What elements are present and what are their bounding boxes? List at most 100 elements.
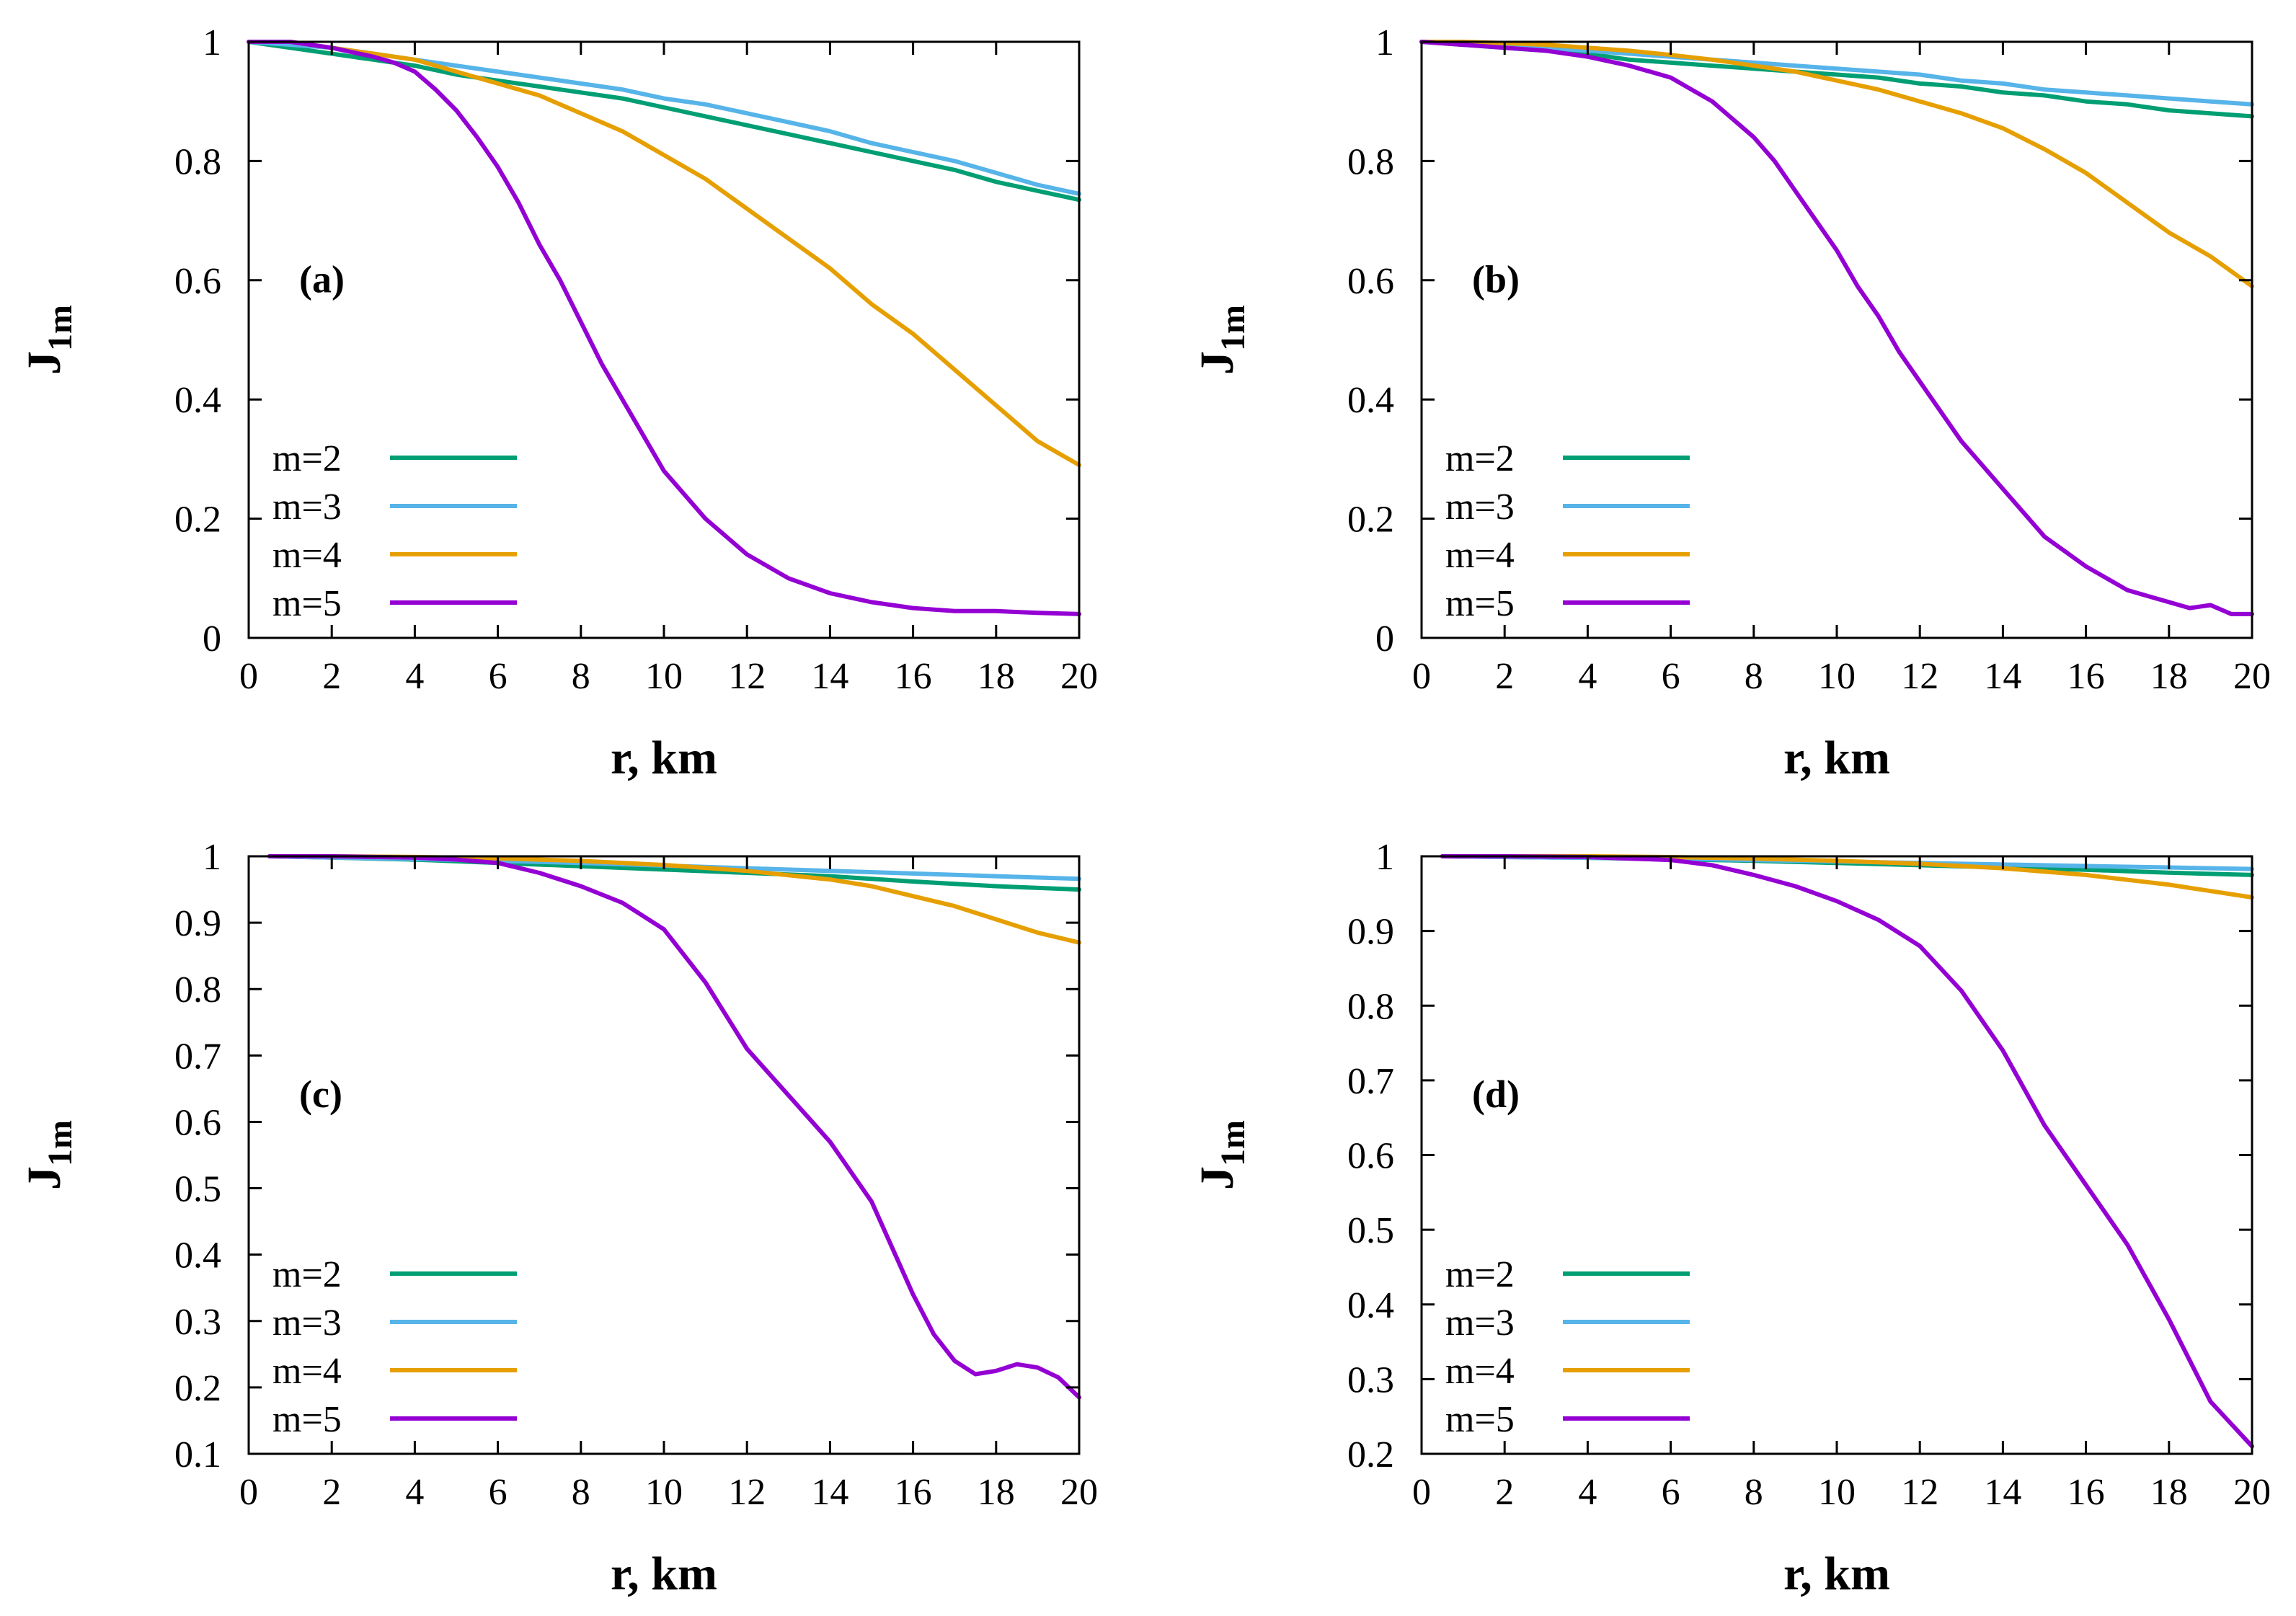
y-tick-label: 0.7 xyxy=(1347,1061,1394,1102)
x-axis-label: r, km xyxy=(1783,1548,1890,1600)
y-axis-label: J1m xyxy=(1191,1120,1252,1190)
series-line-m4 xyxy=(1419,40,2254,289)
legend-label-m5: m=5 xyxy=(272,583,342,624)
y-axis-label: J1m xyxy=(18,305,79,375)
y-tick-label: 0.5 xyxy=(174,1169,221,1210)
x-tick-label: 18 xyxy=(978,1472,1015,1513)
y-tick-label: 0.7 xyxy=(174,1036,221,1077)
chart-panel-1: 0 2 4 6 8 10 12 14 16 18 20 0 0.2 0.4 0.6 0.8 1 r, km J1m (… xyxy=(18,22,1098,784)
x-axis-label: r, km xyxy=(611,732,717,784)
x-tick-label: 2 xyxy=(1495,1472,1514,1513)
y-tick-label: 0.8 xyxy=(174,141,221,182)
x-tick-label: 0 xyxy=(239,1472,258,1513)
plot-frame xyxy=(1420,855,2253,1455)
x-tick-label: 20 xyxy=(2233,1472,2271,1513)
x-tick-label: 12 xyxy=(1901,1472,1938,1513)
y-tick-label: 0.1 xyxy=(174,1434,221,1475)
legend-label-m4: m=4 xyxy=(272,535,342,576)
y-tick-label: 0.5 xyxy=(1347,1210,1394,1251)
x-tick-label: 4 xyxy=(1578,1472,1597,1513)
y-axis-label-sub: 1m xyxy=(41,305,79,351)
y-tick-label: 0.4 xyxy=(1347,380,1394,421)
x-tick-label: 14 xyxy=(811,656,848,697)
x-tick-label: 14 xyxy=(1984,656,2021,697)
x-tick-label: 20 xyxy=(1060,656,1098,697)
legend-label-m3: m=3 xyxy=(272,487,342,528)
y-tick-label: 0 xyxy=(203,618,221,660)
y-tick-label: 0.4 xyxy=(1347,1285,1394,1326)
legend-label-m4: m=4 xyxy=(272,1351,342,1392)
panel-label: (b) xyxy=(1472,257,1520,301)
panel-label: (a) xyxy=(299,257,345,301)
y-tick-label: 0.6 xyxy=(174,1102,221,1143)
legend: m=2 m=3 m=4 m=5 xyxy=(1445,438,1690,624)
legend-label-m3: m=3 xyxy=(1445,1302,1515,1344)
legend-label-m4: m=4 xyxy=(1445,535,1515,576)
y-tick-label: 0.2 xyxy=(174,1368,221,1409)
x-tick-label: 0 xyxy=(1412,656,1431,697)
x-axis-label: r, km xyxy=(1783,732,1890,784)
x-tick-label: 8 xyxy=(1745,1472,1763,1513)
y-tick-label: 0 xyxy=(1375,618,1394,660)
x-tick-label: 8 xyxy=(572,656,590,697)
x-tick-label: 12 xyxy=(1901,656,1938,697)
y-tick-label: 0.3 xyxy=(1347,1359,1394,1400)
plot-frame xyxy=(247,40,1081,639)
x-tick-label: 14 xyxy=(1984,1472,2021,1513)
x-tick-label: 14 xyxy=(811,1472,848,1513)
x-tick-label: 18 xyxy=(2150,1472,2188,1513)
y-tick-label: 1 xyxy=(1375,22,1394,63)
x-tick-label: 0 xyxy=(1412,1472,1431,1513)
series-line-m5 xyxy=(267,854,1081,1400)
chart-panel-4: 0 2 4 6 8 10 12 14 16 18 20 0.2 0.3 0.4 0.5 0.6 0.7 0.8 0.… xyxy=(1191,837,2271,1600)
plot-frame xyxy=(247,855,1081,1455)
legend-label-m5: m=5 xyxy=(1445,1399,1515,1440)
y-axis-label-sub: 1m xyxy=(41,1120,79,1166)
x-tick-label: 2 xyxy=(322,656,341,697)
x-tick-label: 0 xyxy=(239,656,258,697)
y-tick-label: 0.2 xyxy=(1347,500,1394,541)
x-tick-label: 4 xyxy=(405,1472,424,1513)
y-tick-label: 0.3 xyxy=(174,1302,221,1343)
series-line-m5 xyxy=(247,40,1081,616)
x-tick-label: 10 xyxy=(1818,656,1856,697)
legend: m=2 m=3 m=4 m=5 xyxy=(1445,1254,1690,1440)
y-axis-label-sub: 1m xyxy=(1214,1120,1252,1166)
series-line-m5 xyxy=(1440,854,2254,1449)
series-line-m4 xyxy=(247,40,1081,468)
x-tick-label: 10 xyxy=(645,656,683,697)
legend-label-m2: m=2 xyxy=(1445,1254,1515,1295)
x-tick-label: 2 xyxy=(1495,656,1514,697)
x-tick-label: 10 xyxy=(645,1472,683,1513)
chart-panel-3: 0 2 4 6 8 10 12 14 16 18 20 0.1 0.2 0.3 0.4 0.5 0.6 0.7 0.… xyxy=(18,837,1098,1600)
x-tick-label: 10 xyxy=(1818,1472,1856,1513)
x-tick-label: 6 xyxy=(489,1472,507,1513)
panel-label: (d) xyxy=(1472,1073,1520,1116)
panel-label: (c) xyxy=(299,1073,342,1116)
x-axis-label: r, km xyxy=(611,1548,717,1600)
y-tick-label: 0.9 xyxy=(174,903,221,944)
x-tick-label: 8 xyxy=(1745,656,1763,697)
series-line-m2 xyxy=(247,40,1081,203)
legend-label-m2: m=2 xyxy=(272,1254,342,1295)
legend-label-m2: m=2 xyxy=(1445,438,1515,479)
x-tick-label: 18 xyxy=(2150,656,2188,697)
y-tick-label: 0.8 xyxy=(174,969,221,1011)
legend: m=2 m=3 m=4 m=5 xyxy=(272,438,517,624)
plot-frame xyxy=(1420,40,2253,639)
legend-label-m5: m=5 xyxy=(1445,583,1515,624)
y-tick-label: 1 xyxy=(203,22,221,63)
chart-panel-2: 0 2 4 6 8 10 12 14 16 18 20 0 0.2 0.4 0.6 0.8 1 r, km J1m (… xyxy=(1191,22,2271,784)
legend-label-m3: m=3 xyxy=(272,1302,342,1344)
y-axis-label: J1m xyxy=(1191,305,1252,375)
y-tick-label: 0.8 xyxy=(1347,141,1394,182)
y-tick-label: 0.6 xyxy=(174,261,221,302)
y-tick-label: 0.6 xyxy=(1347,1136,1394,1177)
x-tick-label: 16 xyxy=(895,656,932,697)
x-tick-label: 20 xyxy=(1060,1472,1098,1513)
y-axis-label-main: J xyxy=(18,351,71,375)
y-tick-label: 0.2 xyxy=(174,500,221,541)
x-tick-label: 6 xyxy=(489,656,507,697)
series-line-m4 xyxy=(1440,854,2254,900)
x-tick-label: 2 xyxy=(322,1472,341,1513)
